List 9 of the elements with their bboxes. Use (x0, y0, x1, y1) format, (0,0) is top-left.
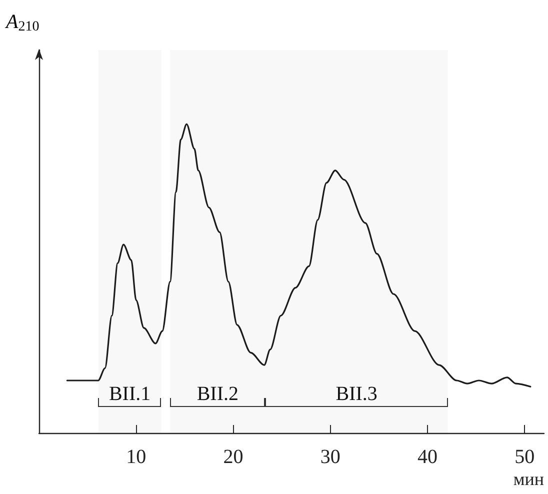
x-tick-label: 30 (320, 446, 340, 468)
x-tick-label: 20 (223, 446, 244, 468)
x-tick-label: 40 (417, 446, 438, 468)
x-axis-title: мин (513, 469, 544, 489)
x-tick-label: 50 (514, 446, 535, 468)
band-label: ВII.3 (336, 383, 378, 405)
band-label: ВII.1 (108, 383, 151, 405)
x-tick-label: 10 (126, 446, 146, 468)
band-label: ВII.2 (196, 383, 239, 405)
